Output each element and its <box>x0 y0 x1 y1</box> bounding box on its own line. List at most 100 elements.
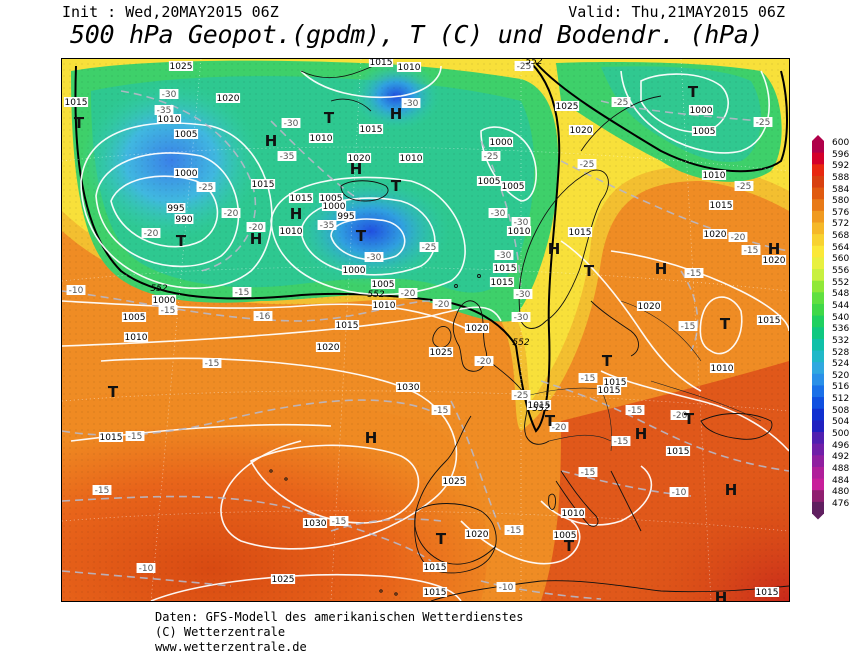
temperature-label-bg <box>431 405 451 415</box>
legend-swatch <box>812 338 824 352</box>
geopotential-label: 552 <box>532 404 549 414</box>
pressure-label-bg <box>123 332 149 342</box>
legend-swatch <box>812 269 824 282</box>
pressure-label: 1005 <box>554 531 577 541</box>
legend-swatch <box>812 408 824 421</box>
legend-value: 500 <box>832 429 850 439</box>
pressure-label-bg <box>341 265 367 275</box>
legend-swatch <box>812 303 824 317</box>
temperature-label-bg <box>281 118 301 128</box>
low-pressure-marker: T <box>436 530 447 548</box>
temperature-label: -15 <box>744 246 759 256</box>
temperature-label-bg <box>734 181 754 191</box>
temperature-label-bg <box>419 242 439 252</box>
pressure-label-bg <box>492 263 518 273</box>
temperature-label: -20 <box>673 411 688 421</box>
pressure-label-bg <box>321 201 347 211</box>
init-time: Init : Wed,20MAY2015 06Z <box>62 3 279 21</box>
pressure-label-bg <box>346 153 372 163</box>
pressure-label-bg <box>215 93 241 103</box>
legend-swatch <box>812 141 824 154</box>
pressure-label-bg <box>636 301 662 311</box>
legend-value: 584 <box>832 184 850 195</box>
pressure-label: 1010 <box>703 171 726 181</box>
pressure-label-bg <box>506 226 532 236</box>
temperature-label-bg <box>92 485 112 495</box>
color-legend <box>812 135 824 520</box>
pressure-label: 1005 <box>320 194 343 204</box>
pressure-label-bg <box>754 587 780 597</box>
pressure-label-bg <box>302 518 328 528</box>
temperature-label-bg <box>611 436 631 446</box>
temperature-label-bg <box>141 228 161 238</box>
pressure-label: 1020 <box>763 256 786 266</box>
pressure-label: 1015 <box>569 228 592 238</box>
temperature-label: -15 <box>628 406 643 416</box>
legend-value: 540 <box>832 312 850 323</box>
pressure-label: 1020 <box>704 230 727 240</box>
legend-value: 552 <box>832 277 850 288</box>
pressure-label: 1015 <box>252 180 275 190</box>
pressure-label: 1015 <box>528 401 551 411</box>
temperature-label-bg <box>277 151 297 161</box>
temperature-label: -25 <box>484 152 499 162</box>
pressure-label: 1025 <box>556 102 579 112</box>
legend-swatch <box>812 152 824 165</box>
pressure-label-bg <box>602 377 628 387</box>
pressure-label: 990 <box>175 215 192 225</box>
pressure-label-bg <box>464 529 490 539</box>
legend-swatch <box>812 175 824 189</box>
temperature-label: -15 <box>507 526 522 536</box>
geopotential-552-line <box>74 62 561 433</box>
pressure-label-bg <box>708 200 734 210</box>
legend-value: 476 <box>832 498 850 509</box>
temperature-label-bg <box>232 287 252 297</box>
legend-swatch <box>812 234 824 247</box>
pressure-label: 1020 <box>317 343 340 353</box>
temperature-label: -20 <box>144 229 159 239</box>
temperature-label: -30 <box>497 251 512 261</box>
temperature-label: -15 <box>681 322 696 332</box>
legend-value: 564 <box>832 242 850 253</box>
legend-swatch <box>812 257 824 270</box>
texture-overlay <box>62 59 789 601</box>
pressure-label: 1005 <box>372 280 395 290</box>
graticule <box>62 59 789 601</box>
temperature-label-bg <box>494 250 514 260</box>
pressure-label-bg <box>98 432 124 442</box>
temperature-label: -10 <box>69 286 84 296</box>
temperature-label: -15 <box>581 374 596 384</box>
legend-value: 596 <box>832 149 850 160</box>
pressure-label-bg <box>396 62 422 72</box>
temperature-label: -20 <box>552 423 567 433</box>
pressure-label-bg <box>756 315 782 325</box>
temperature-label-bg <box>511 312 531 322</box>
high-pressure-marker: H <box>635 425 648 443</box>
pressure-label: 1015 <box>491 278 514 288</box>
temperature-label: -30 <box>367 253 382 263</box>
legend-value: 512 <box>832 394 850 405</box>
temperature-label: -15 <box>434 406 449 416</box>
footer: Daten: GFS-Modell des amerikanischen Wet… <box>155 610 523 655</box>
temperature-label-bg <box>678 321 698 331</box>
legend-arrow-bottom <box>812 513 824 520</box>
legend-swatch <box>812 373 824 386</box>
temperature-label-bg <box>577 159 597 169</box>
pressure-label: 1020 <box>466 530 489 540</box>
pressure-label: 1020 <box>638 302 661 312</box>
temperature-label-bg <box>578 373 598 383</box>
temperature-label: -15 <box>581 468 596 478</box>
pressure-label: 1010 <box>310 134 333 144</box>
temperature-label-bg <box>514 61 534 71</box>
legend-value: 480 <box>832 487 850 498</box>
pressure-label: 1020 <box>217 94 240 104</box>
pressure-label: 1025 <box>272 575 295 585</box>
legend-value: 572 <box>832 219 850 230</box>
temperature-label: -30 <box>162 90 177 100</box>
pressure-label: 1015 <box>494 264 517 274</box>
temperature-label: -15 <box>687 269 702 279</box>
legend-swatch <box>812 187 824 200</box>
pressure-label-bg <box>568 125 594 135</box>
legend-value: 496 <box>832 440 850 451</box>
